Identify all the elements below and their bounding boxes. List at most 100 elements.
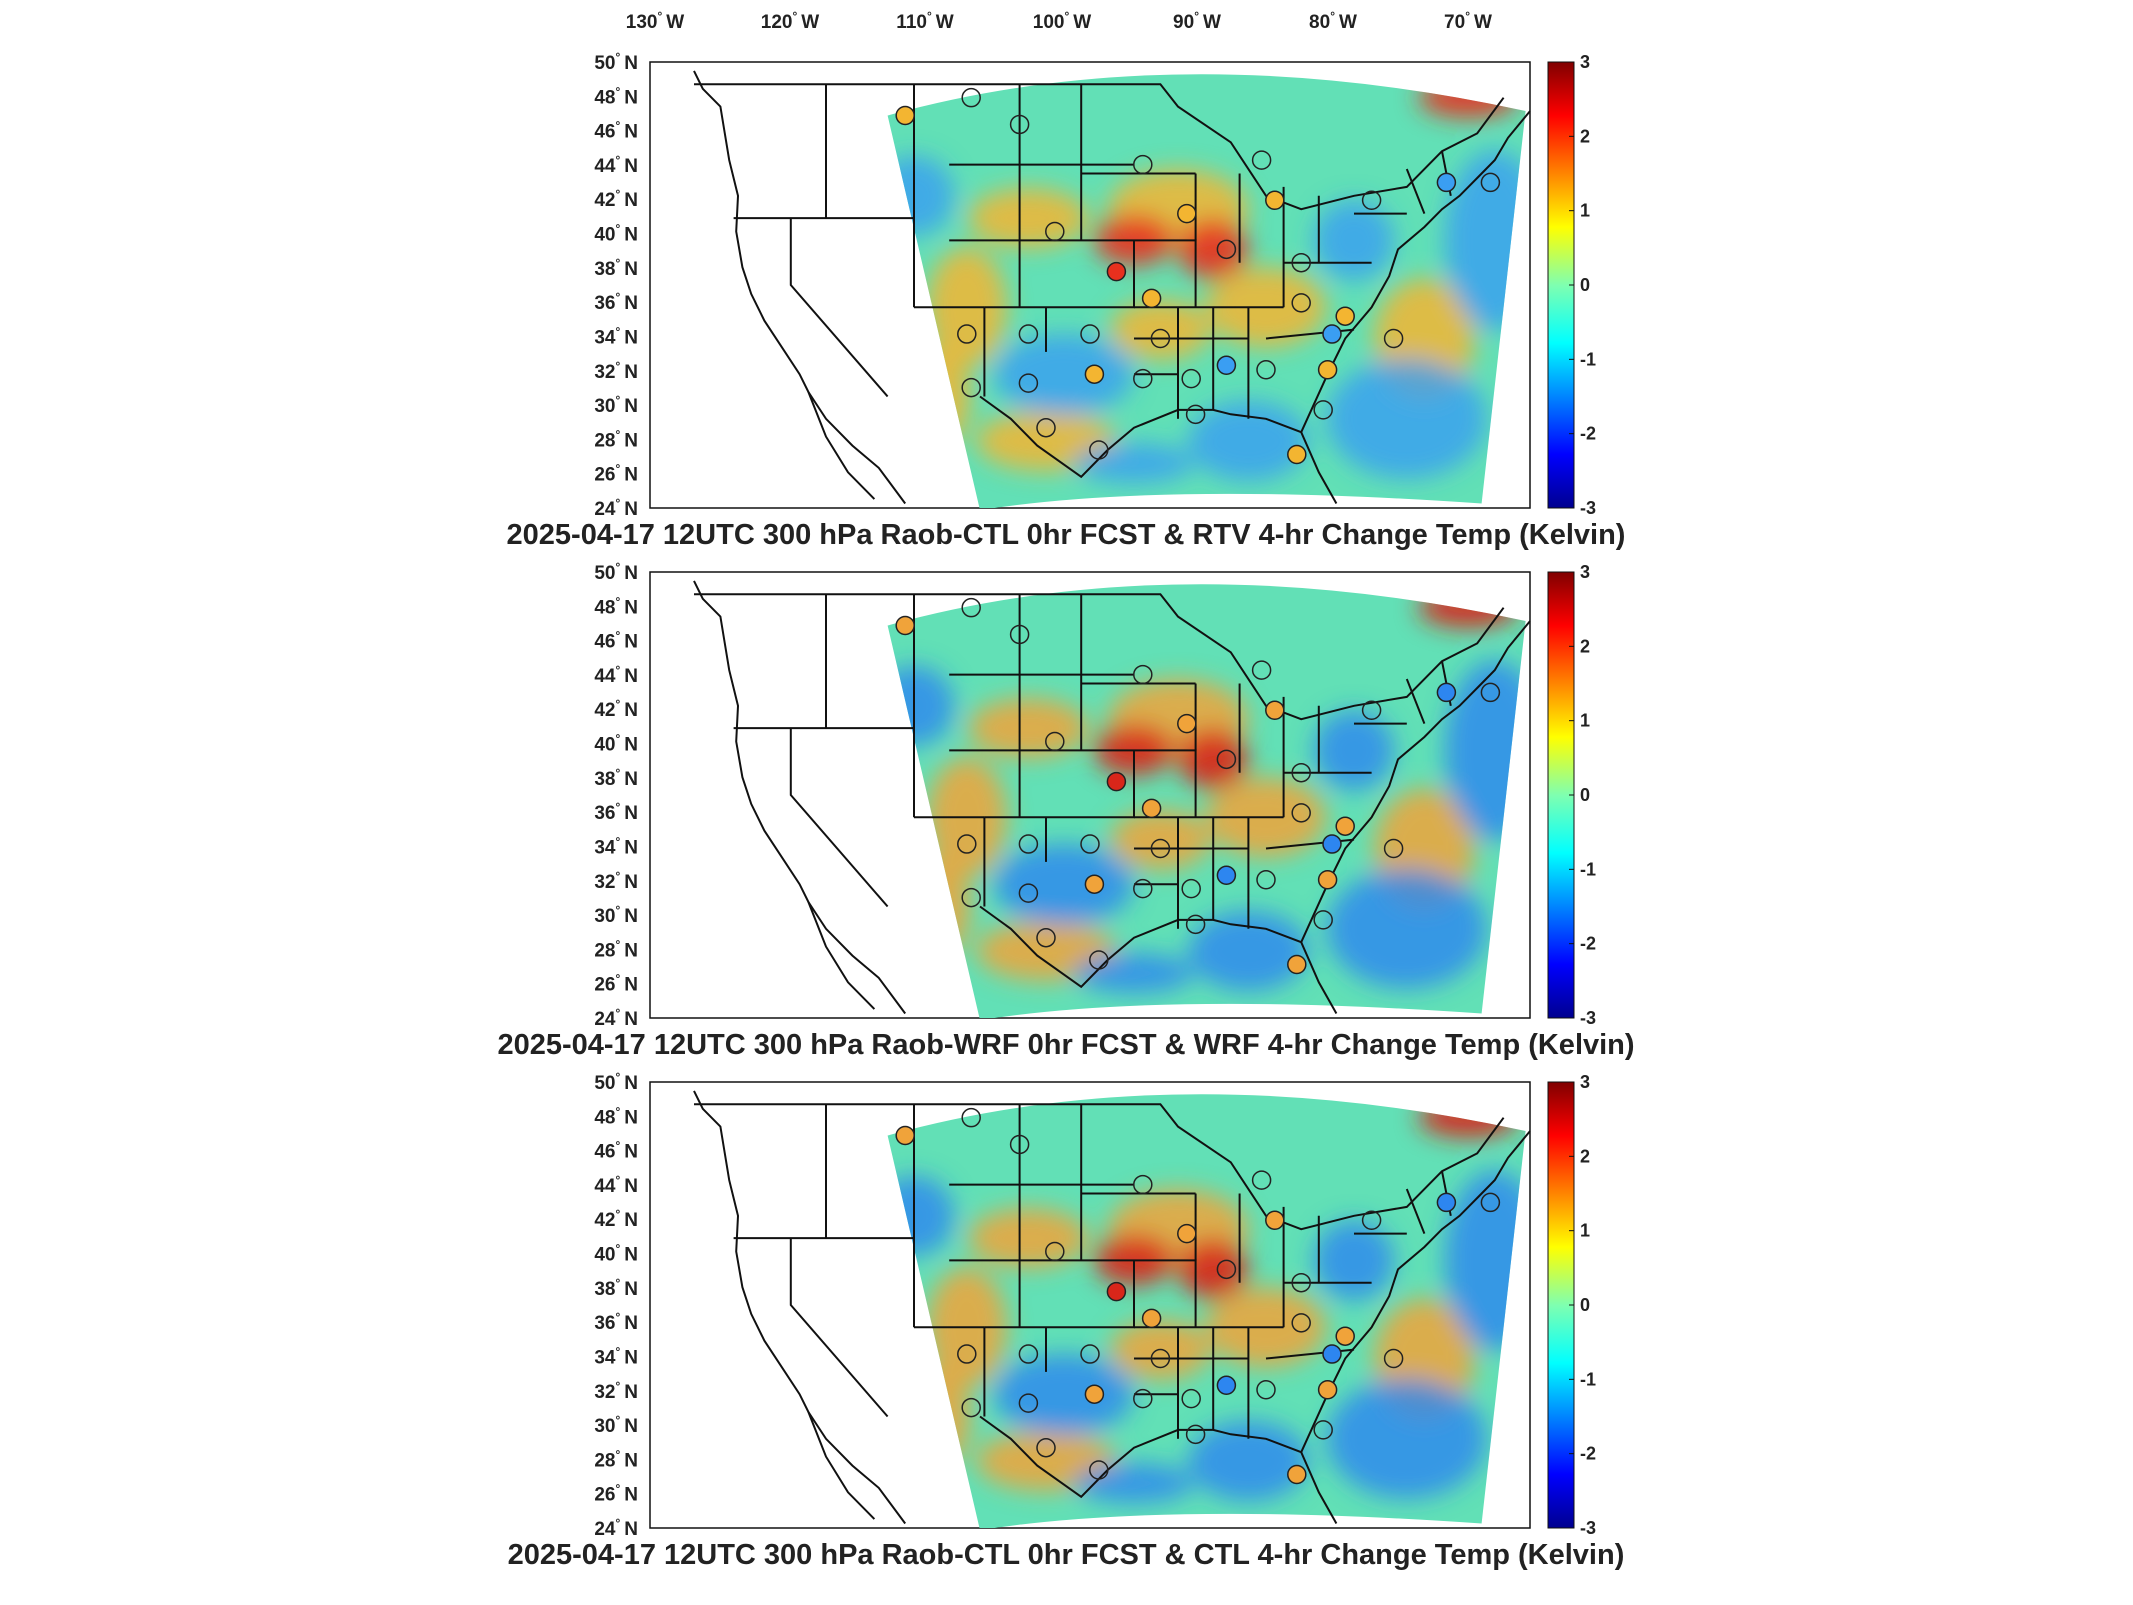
geography-lines	[693, 70, 1531, 505]
colorbar: 3 2 1 0 -1 -2 -3	[1547, 562, 1596, 1028]
colorbar: 3 2 1 0 -1 -2 -3	[1547, 52, 1596, 518]
lat-label-32: 32° N	[594, 869, 638, 893]
raob-station-marker	[1089, 440, 1109, 460]
lat-label-42: 42° N	[594, 697, 638, 721]
lat-label-28: 28° N	[594, 937, 638, 961]
lat-label-44: 44° N	[594, 663, 638, 687]
raob-station-marker	[1313, 910, 1333, 930]
raob-station-marker	[1181, 1388, 1201, 1409]
raob-station-marker	[1141, 288, 1162, 309]
raob-station-marker	[1317, 1379, 1338, 1400]
cool-anomaly	[1074, 443, 1194, 484]
raob-station-marker	[1080, 324, 1100, 344]
raob-station-marker	[1009, 1134, 1030, 1155]
cool-anomaly	[1314, 200, 1394, 281]
lat-label-34: 34° N	[594, 1344, 638, 1368]
west-coastline	[693, 580, 907, 1015]
raob-station-marker	[1018, 883, 1039, 903]
raob-stations	[895, 1107, 1501, 1485]
raob-station-marker	[1150, 328, 1171, 349]
raob-station-marker	[1383, 328, 1404, 349]
lat-label-44: 44° N	[594, 1173, 638, 1197]
lat-label-40: 40° N	[594, 732, 638, 756]
panel-title: 2025-04-17 12UTC 300 hPa Raob-WRF 0hr FC…	[497, 1029, 1634, 1061]
lat-label-30: 30° N	[594, 393, 638, 417]
raob-station-marker	[1317, 359, 1338, 380]
colorbar-tick-label: -3	[1580, 498, 1596, 518]
cool-anomaly	[1314, 1220, 1394, 1301]
colorbar-tick-label: 3	[1580, 52, 1590, 72]
state-border	[1405, 1188, 1426, 1234]
baja-coastline	[807, 901, 876, 1010]
colorbar: 3 2 1 0 -1 -2 -3	[1547, 1072, 1596, 1538]
raob-station-marker	[1291, 293, 1311, 313]
hot-anomaly	[1178, 1239, 1249, 1300]
lat-label-38: 38° N	[594, 256, 638, 280]
lat-label-32: 32° N	[594, 1379, 638, 1403]
colorbar-tick-label: 2	[1580, 636, 1590, 656]
colorbar-tick-label: 3	[1580, 1072, 1590, 1092]
lon-label-130: 130° W	[626, 9, 685, 33]
raob-station-marker	[1018, 1393, 1039, 1413]
canada-border	[694, 83, 1505, 211]
colorbar-tick-label: 0	[1580, 1295, 1590, 1315]
raob-station-marker	[1361, 700, 1382, 721]
warm-anomaly	[968, 1208, 1089, 1269]
raob-station-marker	[1045, 1241, 1065, 1262]
warm-anomaly	[968, 188, 1089, 249]
raob-station-marker	[1265, 190, 1285, 211]
lat-label-40: 40° N	[594, 1242, 638, 1266]
state-border	[1405, 168, 1426, 214]
raob-station-marker	[961, 1107, 981, 1128]
lat-label-28: 28° N	[594, 427, 638, 451]
raob-station-marker	[1216, 865, 1237, 886]
raob-station-marker	[1177, 203, 1197, 224]
lat-label-36: 36° N	[594, 800, 638, 824]
lon-label-text: 110° W	[896, 9, 953, 33]
lat-label-44: 44° N	[594, 153, 638, 177]
map-panels: 50° N 48° N 46° N 44° N 42° N 40° N 38° N 36° N 34° N 32° N…	[497, 50, 1634, 1571]
raob-station-marker	[1133, 664, 1153, 685]
raob-station-marker	[1009, 114, 1030, 135]
lon-label-text: 130° W	[626, 9, 685, 33]
raob-station-marker	[1287, 954, 1307, 975]
raob-station-marker	[1251, 1170, 1272, 1190]
raob-station-marker	[1150, 1348, 1171, 1369]
colorbar-tick-label: -2	[1580, 1444, 1596, 1464]
state-border	[789, 728, 889, 908]
lat-label-46: 46° N	[594, 629, 638, 653]
lat-label-38: 38° N	[594, 1276, 638, 1300]
longitude-axis-labels: 130° W 120° W 110° W 100° W 90° W 80° W 70° W	[626, 9, 1492, 33]
lon-label-90: 90° W	[1173, 9, 1221, 33]
raob-station-marker	[1291, 1272, 1311, 1293]
raob-station-marker	[1265, 1210, 1285, 1231]
east-coastline	[1300, 620, 1531, 943]
raob-station-marker	[1141, 1308, 1162, 1329]
lat-label-36: 36° N	[594, 1310, 638, 1334]
raob-station-marker	[1265, 700, 1285, 721]
lon-label-text: 120° W	[761, 9, 820, 33]
raob-station-marker	[1216, 239, 1237, 260]
latitude-axis-labels: 50° N 48° N 46° N 44° N 42° N 40° N 38° N 36° N 34° N 32° N…	[594, 1070, 638, 1540]
map-area	[649, 571, 1531, 1019]
raob-station-marker	[1256, 359, 1276, 380]
lat-label-46: 46° N	[594, 119, 638, 143]
lat-label-26: 26° N	[594, 972, 638, 996]
east-coastline	[1300, 1130, 1531, 1453]
baja-coastline	[807, 1411, 876, 1520]
raob-station-marker	[1436, 682, 1457, 703]
raob-station-marker	[1150, 838, 1171, 859]
raob-station-marker	[1251, 660, 1272, 680]
west-coastline	[693, 70, 907, 505]
raob-station-marker	[1045, 731, 1065, 752]
raob-station-marker	[1106, 1281, 1127, 1302]
raob-station-marker	[1313, 400, 1333, 420]
warm-anomaly	[968, 698, 1089, 759]
cool-anomaly	[993, 844, 1134, 925]
raob-station-marker	[1335, 816, 1355, 836]
raob-station-marker	[1480, 1192, 1501, 1213]
raob-station-marker	[1287, 444, 1307, 465]
lat-label-50: 50° N	[594, 560, 638, 584]
lat-label-30: 30° N	[594, 1413, 638, 1437]
